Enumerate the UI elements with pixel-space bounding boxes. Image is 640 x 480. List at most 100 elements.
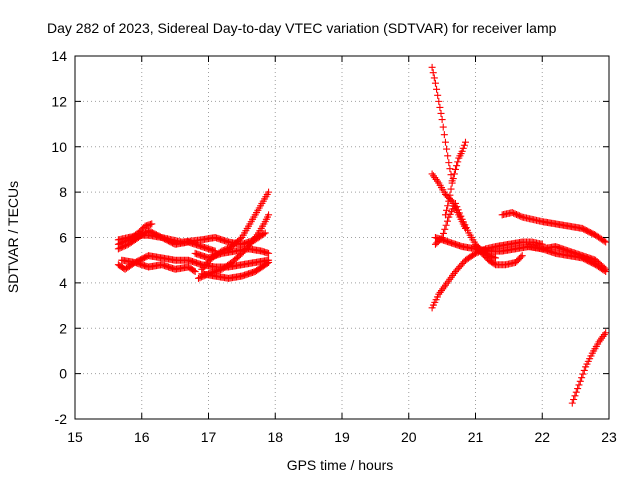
data-point [430, 74, 438, 82]
data-point [428, 63, 436, 71]
data-point [568, 399, 576, 407]
data-point [190, 267, 198, 275]
series-arc-p [472, 243, 526, 269]
data-point [263, 259, 271, 267]
data-point [578, 374, 586, 382]
data-point [447, 171, 455, 179]
data-point [492, 254, 500, 262]
series-arc-j [428, 63, 456, 185]
y-tick-label: 2 [59, 320, 67, 336]
data-point [444, 152, 452, 160]
x-tick-label: 15 [67, 429, 83, 445]
data-point [454, 158, 462, 166]
y-tick-label: 10 [51, 139, 67, 155]
series-arc-i [191, 245, 273, 262]
series-arc-s [568, 329, 610, 407]
data-point [449, 175, 457, 183]
data-point [261, 229, 269, 237]
data-point [451, 199, 459, 207]
data-point [265, 211, 273, 219]
axis-ticks: 15 16 17 18 19 20 21 22 23 -2 0 2 4 6 8 10 12 14 [51, 48, 617, 445]
x-tick-label: 23 [601, 429, 617, 445]
data-point [570, 395, 578, 403]
data-point [445, 159, 453, 167]
data-point [447, 185, 455, 193]
x-tick-label: 16 [134, 429, 150, 445]
data-point [518, 252, 526, 260]
data-point [459, 144, 467, 152]
data-point [458, 147, 466, 155]
data-point [602, 265, 610, 273]
series-arc-r [525, 243, 610, 273]
data-point [439, 123, 447, 131]
series-arc-h [198, 258, 273, 282]
data-point [602, 238, 610, 246]
x-axis-label: GPS time / hours [287, 457, 394, 473]
data-point [579, 370, 587, 378]
series-arc-q [498, 209, 610, 246]
y-tick-label: 8 [59, 184, 67, 200]
data-point [457, 212, 465, 220]
data-point [460, 141, 468, 149]
y-tick-label: 0 [59, 366, 67, 382]
data-point [443, 206, 451, 214]
chart-title: Day 282 of 2023, Sidereal Day-to-day VTE… [47, 20, 557, 36]
data-point [574, 385, 582, 393]
data-point [265, 249, 273, 257]
data-point [448, 179, 456, 187]
data-point [444, 202, 452, 210]
data-point [433, 85, 441, 93]
data-point [436, 103, 444, 111]
data-point [451, 165, 459, 173]
data-point [265, 188, 273, 196]
data-point [455, 209, 463, 217]
data-point [265, 258, 273, 266]
x-tick-label: 18 [267, 429, 283, 445]
data-point [453, 203, 461, 211]
data-point [602, 329, 610, 337]
data-point [461, 138, 469, 146]
data-points [114, 63, 610, 407]
data-point [429, 69, 437, 77]
data-point [441, 225, 449, 233]
data-point [260, 230, 268, 238]
data-point [441, 138, 449, 146]
data-point [442, 221, 450, 229]
series-arc-o [428, 238, 546, 312]
data-point [453, 162, 461, 170]
x-tick-label: 20 [401, 429, 417, 445]
data-point [450, 170, 458, 178]
data-point [435, 97, 443, 105]
data-point [434, 91, 442, 99]
data-point [443, 217, 451, 225]
data-point [431, 79, 439, 87]
x-tick-label: 22 [534, 429, 550, 445]
data-point [454, 206, 462, 214]
data-point [236, 235, 244, 243]
data-point [517, 253, 525, 261]
data-point [576, 377, 584, 385]
data-point [439, 229, 447, 237]
x-tick-label: 21 [468, 429, 484, 445]
y-tick-label: 12 [51, 93, 67, 109]
data-point [447, 196, 455, 204]
series-arc-l [428, 170, 469, 232]
data-point [443, 145, 451, 153]
y-axis-label: SDTVAR / TECUs [5, 181, 21, 293]
y-tick-label: 14 [51, 48, 67, 64]
data-point [148, 220, 156, 228]
data-point [571, 392, 579, 400]
x-tick-label: 17 [201, 429, 217, 445]
data-point [438, 116, 446, 124]
y-tick-label: 4 [59, 275, 67, 291]
y-tick-label: -2 [55, 411, 68, 427]
data-point [437, 109, 445, 117]
data-point [572, 388, 580, 396]
series-arc-c [114, 220, 156, 248]
data-point [191, 268, 199, 276]
data-point [440, 131, 448, 139]
x-tick-label: 19 [334, 429, 350, 445]
data-point [600, 237, 608, 245]
data-point [575, 381, 583, 389]
